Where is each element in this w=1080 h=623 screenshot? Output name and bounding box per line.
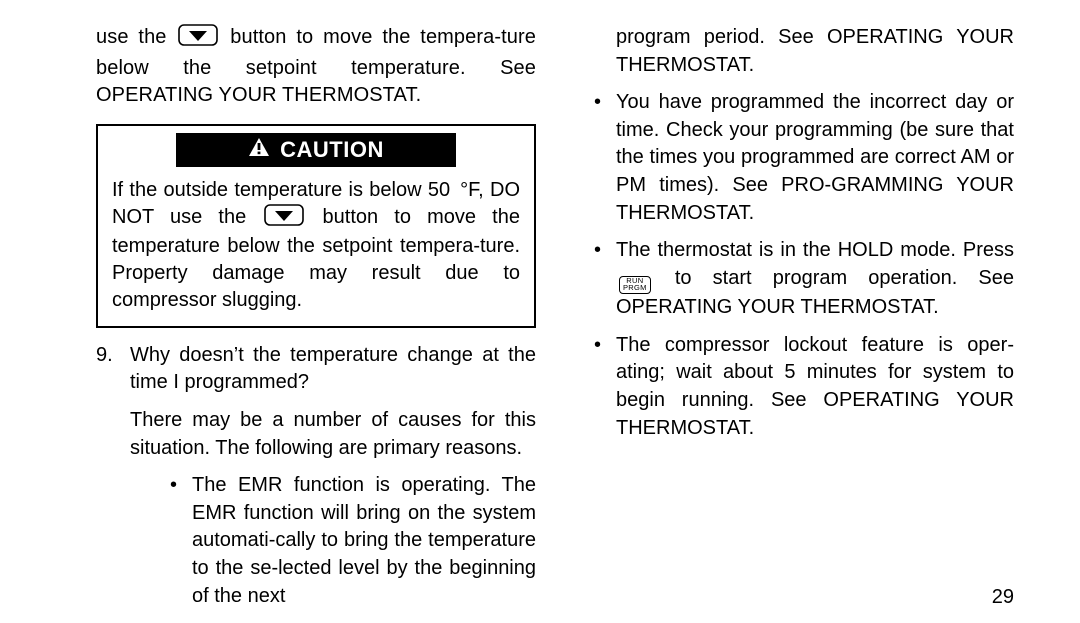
run-prgm-button-icon: RUN PRGM [619,276,651,294]
caution-body: If the outside temperature is below 50 °… [98,177,534,314]
bullet-item: • The thermostat is in the HOLD mode. Pr… [594,237,1014,322]
bullet-dot-icon: • [170,472,192,610]
warning-triangle-icon [248,137,270,163]
bullet-list: • You have programmed the incorrect day … [594,89,1014,442]
bullet-item: • The EMR function is operating. The EMR… [170,472,536,610]
bullet-text: The compressor lockout feature is oper-a… [616,332,1014,442]
down-arrow-button-icon [178,24,218,55]
bullet-text: The thermostat is in the HOLD mode. Pres… [616,237,1014,322]
bullet3-text-b: to start program operation. See OPERATIN… [616,267,1014,318]
item-intro: There may be a number of causes for this… [130,407,536,462]
caution-banner: CAUTION [176,133,456,167]
two-column-layout: use the button to move the tempera-ture … [96,24,1014,589]
faq-item-9: 9. Why doesn’t the temperature change at… [96,342,536,610]
bullet-dot-icon: • [594,237,616,322]
bullet-text: You have programmed the incorrect day or… [616,89,1014,227]
bullet-list: • The EMR function is operating. The EMR… [170,472,536,610]
page-number: 29 [992,586,1014,609]
intro-paragraph: use the button to move the tempera-ture … [96,24,536,110]
intro-text-a: use the [96,26,176,48]
bullet-text: The EMR function is operating. The EMR f… [192,472,536,610]
item-question: Why doesn’t the temperature change at th… [130,342,536,397]
left-column: use the button to move the tempera-ture … [96,24,536,589]
run-line2: PRGM [623,285,647,291]
bullet3-text-a: The thermostat is in the HOLD mode. Pres… [616,239,1014,261]
bullet-item: • You have programmed the incorrect day … [594,89,1014,227]
continuation-text: program period. See OPERATING YOUR THERM… [616,24,1014,79]
right-column: program period. See OPERATING YOUR THERM… [574,24,1014,589]
bullet-dot-icon: • [594,332,616,442]
manual-page: use the button to move the tempera-ture … [0,0,1080,623]
down-arrow-button-icon [264,204,304,234]
item-number: 9. [96,342,130,610]
bullet-item: • The compressor lockout feature is oper… [594,332,1014,442]
item-body: Why doesn’t the temperature change at th… [130,342,536,610]
bullet-dot-icon: • [594,89,616,227]
caution-box: CAUTION If the outside temperature is be… [96,124,536,328]
caution-label: CAUTION [280,137,384,163]
